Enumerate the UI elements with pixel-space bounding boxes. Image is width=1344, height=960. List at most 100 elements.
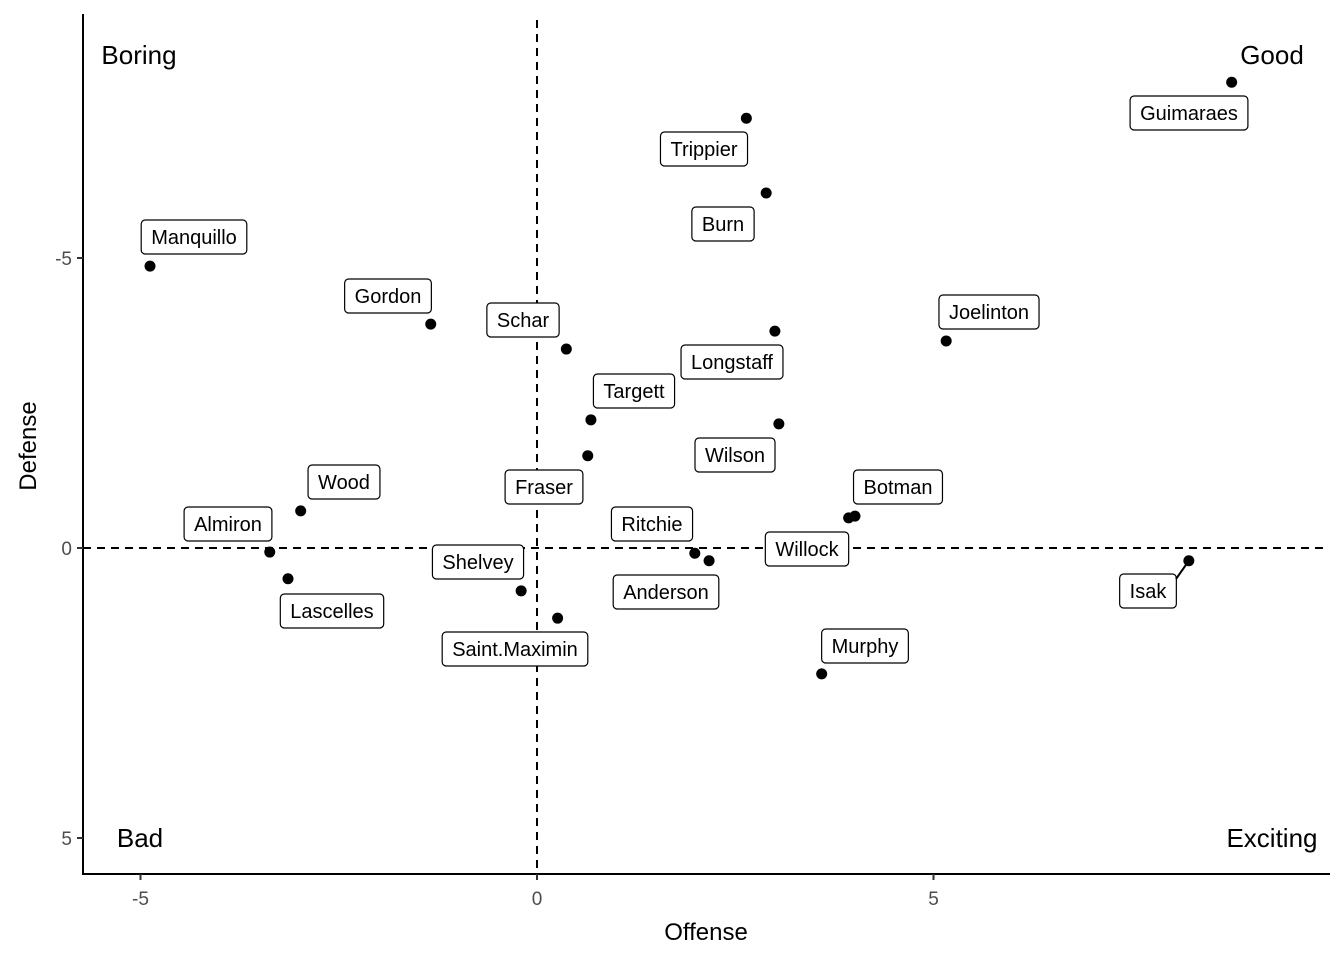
points-layer: Guimaraes Trippier Burn Manquillo Gordon Scha…: [140, 76, 1249, 680]
data-point: [560, 343, 572, 355]
label-box: [183, 506, 273, 542]
label-text: Burn: [702, 214, 744, 236]
point-label: Burn: [691, 206, 755, 242]
data-point: [760, 187, 772, 199]
reference-lines: [83, 20, 1326, 874]
point-label: Targett: [592, 373, 676, 409]
label-box: [486, 302, 560, 338]
data-point: [773, 418, 785, 430]
point-label: Manquillo: [140, 219, 248, 255]
label-box: [140, 219, 248, 255]
labels-layer: Guimaraes Trippier Burn Manquillo Gordon Scha…: [140, 95, 1249, 667]
data-point: [689, 547, 701, 559]
label-text: Guimaraes: [1140, 103, 1238, 125]
label-box: [307, 464, 381, 500]
label-box: [938, 294, 1040, 330]
label-text: Wood: [318, 472, 370, 494]
label-box: [1129, 95, 1249, 131]
point-label: Willock: [764, 531, 850, 567]
label-text: Anderson: [623, 582, 709, 604]
data-point: [1183, 555, 1195, 567]
label-box: [852, 469, 944, 505]
y-axis-title: Defense: [15, 401, 42, 490]
label-text: Schar: [497, 310, 550, 332]
data-point: [940, 335, 952, 347]
label-text: Gordon: [355, 286, 422, 308]
label-text: Almiron: [194, 514, 262, 536]
label-text: Murphy: [832, 636, 899, 658]
label-text: Saint.Maximin: [452, 639, 578, 661]
data-point: [515, 585, 527, 597]
label-box: [441, 631, 589, 667]
data-point: [144, 260, 156, 272]
quadrant-label-exciting: Exciting: [1226, 823, 1317, 853]
x-tick-label: -5: [132, 889, 149, 910]
data-point: [769, 325, 781, 337]
label-box: [431, 544, 525, 580]
label-text: Botman: [864, 477, 933, 499]
label-text: Targett: [603, 381, 665, 403]
label-text: Isak: [1130, 581, 1168, 603]
data-point: [295, 505, 307, 517]
point-label: Botman: [852, 469, 944, 505]
point-label: Guimaraes: [1129, 95, 1249, 131]
data-point: [703, 555, 715, 567]
data-point: [1226, 76, 1238, 88]
data-point: [585, 414, 597, 426]
point-label: Wilson: [694, 437, 776, 473]
label-text: Ritchie: [621, 514, 682, 536]
quadrant-label-good: Good: [1240, 40, 1304, 70]
data-point: [582, 450, 594, 462]
label-text: Willock: [775, 539, 839, 561]
y-tick-label: 0: [61, 539, 72, 560]
x-tick-label: 5: [928, 889, 939, 910]
quadrant-label-boring: Boring: [101, 40, 176, 70]
label-box: [279, 593, 385, 629]
label-text: Longstaff: [691, 352, 773, 374]
point-label: Anderson: [612, 574, 720, 610]
point-label: Ritchie: [610, 506, 694, 542]
point-label: Isak: [1119, 573, 1177, 609]
label-text: Lascelles: [290, 601, 373, 623]
data-point: [282, 573, 294, 585]
label-text: Shelvey: [442, 552, 513, 574]
point-label: Joelinton: [938, 294, 1040, 330]
axis-ticks: -5 0 5 -5 0 5: [55, 249, 939, 910]
label-box: [694, 437, 776, 473]
label-text: Wilson: [705, 445, 765, 467]
label-box: [659, 131, 749, 167]
data-point: [843, 512, 855, 524]
quadrant-label-bad: Bad: [117, 823, 163, 853]
label-box: [612, 574, 720, 610]
label-box: [504, 469, 584, 505]
y-tick-label: -5: [55, 249, 72, 270]
point-label: Fraser: [504, 469, 584, 505]
label-text: Trippier: [670, 139, 737, 161]
label-box: [764, 531, 850, 567]
label-box: [344, 278, 432, 314]
x-tick-label: 0: [532, 889, 543, 910]
label-text: Joelinton: [949, 302, 1029, 324]
label-box: [691, 206, 755, 242]
label-box: [592, 373, 676, 409]
data-point: [816, 668, 828, 680]
y-tick-label: 5: [61, 829, 72, 850]
data-point: [425, 318, 437, 330]
x-axis-title: Offense: [664, 919, 748, 946]
point-label: Longstaff: [680, 344, 784, 380]
data-point: [552, 612, 564, 624]
point-label: Shelvey: [431, 544, 525, 580]
label-box: [821, 628, 909, 664]
label-box: [610, 506, 694, 542]
point-label: Trippier: [659, 131, 749, 167]
point-label: Wood: [307, 464, 381, 500]
label-box: [1119, 573, 1177, 609]
point-label: Schar: [486, 302, 560, 338]
label-text: Fraser: [515, 477, 573, 499]
label-box: [680, 344, 784, 380]
point-label: Lascelles: [279, 593, 385, 629]
point-label: Gordon: [344, 278, 432, 314]
point-label: Saint.Maximin: [441, 631, 589, 667]
label-text: Manquillo: [151, 227, 237, 249]
